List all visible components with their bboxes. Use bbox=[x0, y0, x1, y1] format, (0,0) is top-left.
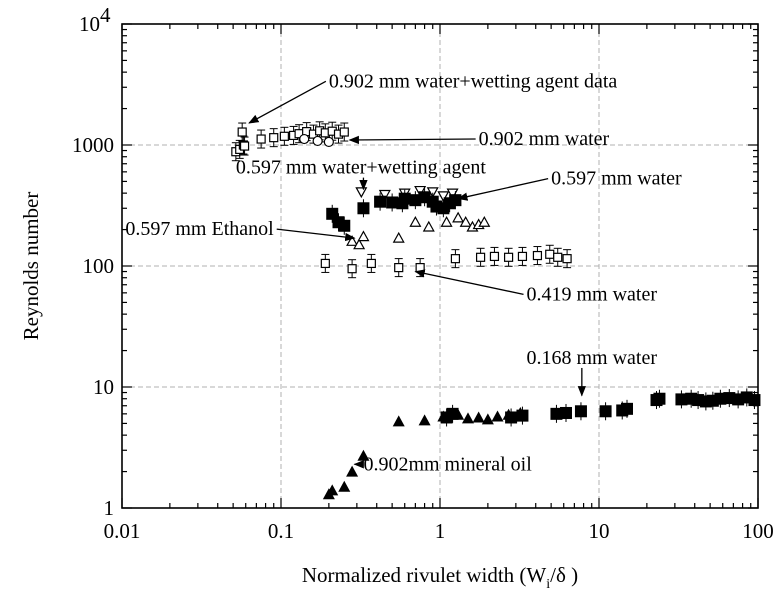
data-point-open-triangle bbox=[392, 231, 405, 243]
y-tick-label: 10 bbox=[93, 375, 114, 399]
y-tick-label: 10 bbox=[79, 12, 100, 36]
x-axis-title-end: /δ ) bbox=[550, 563, 578, 587]
data-point-filled-square bbox=[653, 389, 666, 408]
annotation-label: 0.902mm mineral oil bbox=[363, 453, 532, 475]
data-points bbox=[231, 121, 761, 500]
data-point-open-square bbox=[553, 247, 563, 267]
data-point-open-triangle bbox=[357, 230, 370, 242]
data-point-open-down-triangle bbox=[414, 185, 427, 197]
annotation-label: 0.419 mm water bbox=[527, 283, 658, 305]
data-point-filled-square bbox=[426, 192, 439, 211]
data-point-open-triangle bbox=[452, 211, 465, 223]
data-point-open-triangle bbox=[409, 215, 422, 227]
annotation-arrow bbox=[348, 135, 476, 145]
y-tick-label: 1 bbox=[104, 496, 115, 520]
data-point-open-square bbox=[256, 129, 266, 149]
data-point-filled-triangle bbox=[392, 415, 405, 427]
data-point-filled-triangle bbox=[326, 484, 339, 496]
data-point-open-triangle bbox=[440, 215, 453, 227]
data-point-filled-square bbox=[386, 193, 399, 212]
annotation-label: 0.902 mm water+wetting agent data bbox=[329, 70, 618, 92]
data-point-filled-triangle bbox=[338, 480, 351, 492]
grid-lines bbox=[122, 24, 758, 508]
annotation-arrow bbox=[248, 80, 327, 124]
data-point-open-triangle bbox=[459, 215, 472, 227]
data-point-open-square bbox=[320, 253, 330, 273]
data-point-open-circle bbox=[323, 136, 334, 148]
data-point-filled-square bbox=[374, 192, 387, 211]
x-axis-title: Normalized rivulet width (Wi/δ ) bbox=[302, 563, 578, 592]
data-point-open-triangle bbox=[478, 215, 491, 227]
data-point-open-square bbox=[288, 125, 299, 145]
annotation-label: 0.597 mm water+wetting agent bbox=[236, 157, 487, 179]
annotation-label: 0.168 mm water bbox=[527, 347, 658, 369]
data-point-filled-triangle bbox=[357, 449, 370, 461]
data-point-open-square bbox=[489, 246, 500, 266]
annotation-arrow bbox=[414, 269, 524, 295]
y-axis-title: Reynolds number bbox=[19, 192, 43, 341]
data-point-open-down-triangle bbox=[378, 189, 391, 201]
data-point-open-square bbox=[269, 128, 279, 148]
data-point-open-circle bbox=[312, 135, 323, 147]
data-point-filled-triangle bbox=[346, 465, 359, 477]
data-point-filled-triangle bbox=[491, 410, 504, 422]
annotations: 0.902 mm water+wetting agent data 0.902 m… bbox=[125, 70, 682, 475]
data-point-open-down-triangle bbox=[355, 187, 368, 199]
data-point-open-square bbox=[517, 246, 528, 266]
data-point-open-square bbox=[366, 253, 376, 273]
data-point-filled-square bbox=[574, 402, 587, 421]
data-point-filled-square bbox=[620, 399, 633, 418]
data-point-filled-square bbox=[338, 216, 351, 235]
data-point-open-square bbox=[562, 249, 572, 269]
annotation-label: 0.597 mm water bbox=[551, 168, 682, 190]
data-point-filled-square bbox=[550, 404, 563, 423]
data-point-filled-square bbox=[446, 404, 459, 423]
data-point-filled-triangle bbox=[472, 411, 485, 423]
x-tick-label: 10 bbox=[589, 519, 610, 543]
y-tick-label: 1000 bbox=[72, 133, 114, 157]
data-point-open-square bbox=[450, 249, 461, 269]
x-tick-label: 100 bbox=[742, 519, 774, 543]
data-point-open-square bbox=[545, 244, 555, 264]
data-point-open-square bbox=[294, 124, 304, 144]
data-point-open-down-triangle bbox=[437, 191, 450, 203]
y-tick-label: 100 bbox=[83, 254, 115, 278]
data-point-filled-triangle bbox=[418, 414, 431, 426]
data-point-filled-square bbox=[675, 390, 688, 409]
x-tick-label: 1 bbox=[435, 519, 446, 543]
data-point-open-square bbox=[394, 258, 404, 278]
data-point-open-square bbox=[475, 247, 486, 267]
x-tick-label: 0.01 bbox=[104, 519, 141, 543]
data-point-filled-square bbox=[409, 191, 422, 210]
data-point-filled-triangle bbox=[481, 413, 494, 425]
x-axis-title-main: Normalized rivulet width (W bbox=[302, 563, 547, 587]
data-point-open-square bbox=[347, 259, 357, 279]
data-point-filled-square bbox=[357, 199, 370, 218]
annotation-label: 0.597 mm Ethanol bbox=[125, 218, 274, 240]
data-point-open-triangle bbox=[353, 238, 366, 250]
annotation-arrow bbox=[457, 178, 549, 201]
annotation-label: 0.902 mm water bbox=[479, 128, 610, 150]
data-point-open-square bbox=[239, 136, 250, 156]
data-point-filled-square bbox=[505, 408, 518, 427]
data-point-open-square bbox=[503, 247, 514, 267]
data-point-open-square bbox=[415, 258, 425, 278]
data-point-open-square bbox=[279, 126, 289, 146]
y-tick-exponent: 4 bbox=[100, 3, 111, 27]
x-tick-label: 0.1 bbox=[268, 519, 294, 543]
data-point-filled-square bbox=[559, 403, 572, 422]
data-point-filled-square bbox=[599, 402, 612, 421]
data-point-open-square bbox=[532, 246, 543, 266]
data-point-filled-square bbox=[516, 406, 529, 425]
data-point-filled-square bbox=[396, 194, 409, 213]
x-axis-title-sub: i bbox=[546, 577, 550, 592]
data-point-filled-triangle bbox=[461, 412, 474, 424]
data-point-open-square bbox=[339, 122, 349, 142]
data-point-open-triangle bbox=[422, 220, 435, 232]
annotation-arrow bbox=[276, 228, 356, 242]
data-point-open-circle bbox=[299, 133, 310, 145]
